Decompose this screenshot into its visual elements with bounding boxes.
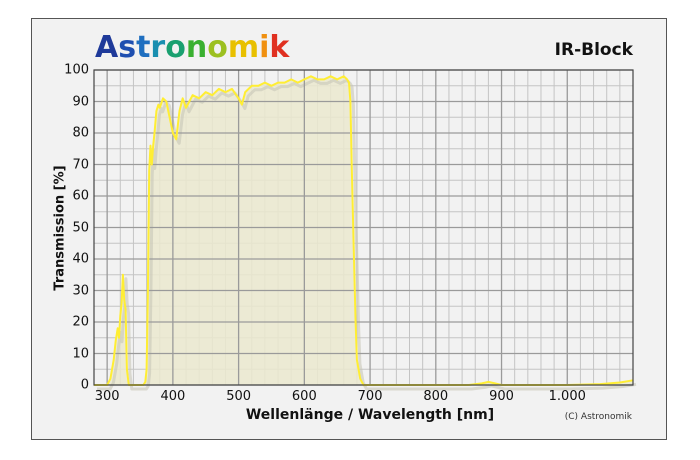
logo-letter: i: [259, 30, 270, 65]
x-tick-label: 300: [94, 389, 120, 404]
chart-title: IR-Block: [554, 40, 633, 60]
logo-letter: t: [136, 30, 151, 65]
y-tick-label: 90: [72, 94, 89, 109]
y-tick-label: 30: [72, 283, 89, 298]
logo-letter: o: [207, 30, 228, 65]
logo-letter: m: [227, 30, 260, 65]
plot-border: [93, 69, 634, 386]
logo-letter: k: [269, 30, 290, 65]
x-tick-label: 600: [291, 389, 317, 404]
x-tick-label: 500: [226, 389, 252, 404]
y-tick-label: 10: [72, 346, 89, 361]
astronomik-logo: Astronomik: [95, 28, 289, 68]
logo-letter: n: [185, 30, 208, 65]
y-tick-label: 20: [72, 314, 89, 330]
y-tick-label: 40: [72, 251, 89, 267]
logo-letter: r: [150, 30, 166, 65]
y-tick-label: 100: [64, 62, 89, 78]
y-tick-label: 0: [80, 377, 89, 393]
y-tick-label: 70: [72, 157, 89, 172]
x-tick-label: 900: [489, 389, 514, 404]
x-tick-label: 400: [160, 389, 186, 404]
copyright-notice: (C) Astronomik: [564, 412, 632, 422]
x-tick-label: 800: [423, 389, 449, 404]
logo-letter: A: [95, 30, 119, 65]
logo-letter: o: [165, 30, 186, 65]
x-tick-label: 700: [357, 389, 383, 404]
logo-letter: s: [118, 30, 137, 65]
x-axis-label: Wellenlänge / Wavelength [nm]: [245, 407, 495, 423]
y-axis-label: Transmission [%]: [52, 165, 68, 291]
x-tick-label: 1.000: [548, 389, 586, 404]
y-tick-label: 80: [72, 125, 89, 141]
y-tick-label: 60: [72, 188, 89, 204]
y-tick-label: 50: [72, 220, 89, 235]
